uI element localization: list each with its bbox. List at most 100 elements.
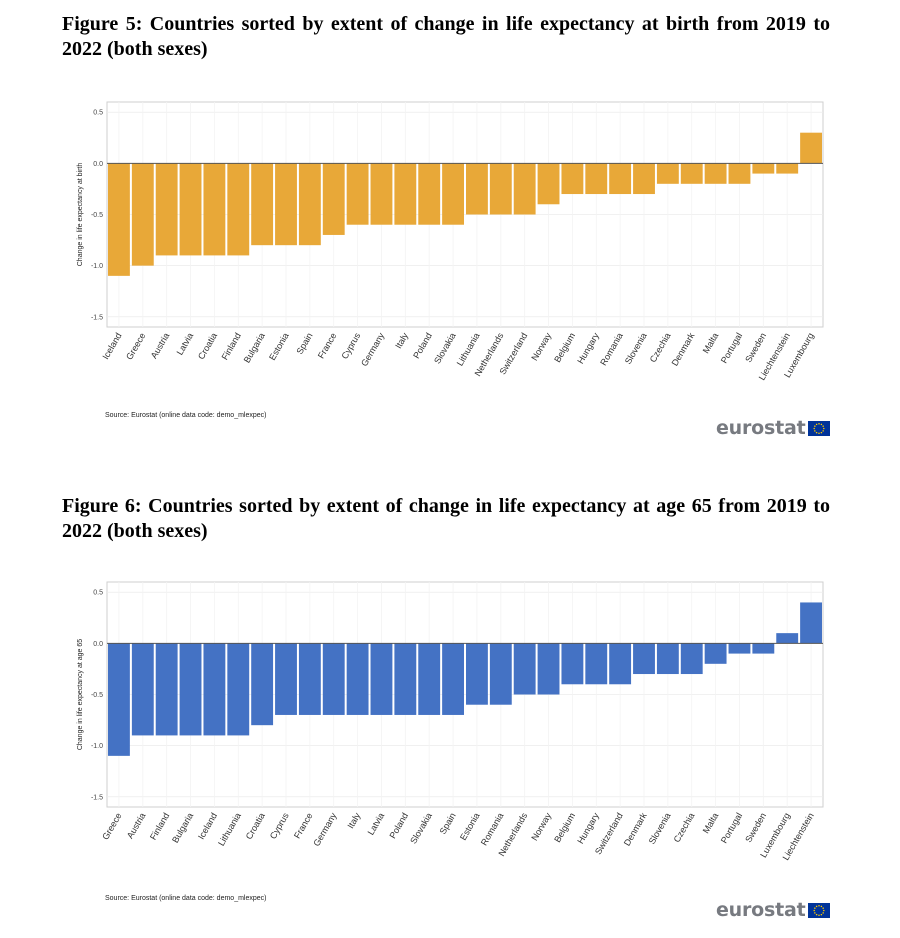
x-tick-label: Hungary (575, 811, 601, 846)
x-tick-label: Hungary (575, 331, 601, 366)
bar-slovakia (418, 643, 441, 715)
x-tick-label: Poland (411, 331, 434, 360)
x-tick-label: Slovenia (647, 811, 673, 846)
bar-norway (537, 643, 560, 695)
y-tick-label: 0.0 (93, 161, 103, 168)
figure-5-chart: 0.5 0.0 -0.5 -1.0 -1.5 Change in life expecta… (77, 101, 824, 382)
x-tick-label: Greece (124, 331, 147, 362)
x-tick-label: Norway (529, 811, 553, 843)
x-tick-label: Cyprus (339, 331, 362, 361)
bar-liechtenstein (800, 602, 822, 644)
x-tick-label: Slovenia (623, 331, 649, 366)
bar-netherlands (513, 643, 536, 695)
bar-estonia (275, 163, 297, 246)
y-tick-label: -0.5 (91, 692, 103, 699)
x-tick-label: Sweden (743, 811, 768, 844)
bar-lithuania (466, 163, 488, 215)
x-tick-label: Czechia (672, 811, 697, 844)
bar-belgium (561, 163, 584, 195)
bar-croatia (203, 163, 226, 256)
x-tick-label: Latvia (175, 331, 196, 357)
x-tick-label: Norway (529, 331, 553, 363)
bar-italy (394, 163, 417, 225)
x-tick-label: Denmark (670, 331, 697, 368)
x-tick-label: Greece (100, 811, 123, 842)
x-tick-label: Belgium (552, 331, 577, 364)
x-tick-label: Portugal (719, 811, 744, 845)
figure-5-source: Source: Eurostat (online data code: demo… (105, 412, 267, 419)
y-tick-label: -0.5 (91, 212, 103, 219)
bar-malta (704, 643, 727, 664)
bar-iceland (203, 643, 226, 736)
x-tick-label: Slovakia (432, 331, 458, 365)
bar-germany (322, 643, 345, 715)
bar-denmark (633, 643, 655, 675)
bar-sweden (752, 643, 775, 654)
bar-greece (131, 163, 154, 266)
bar-cyprus (275, 643, 297, 715)
bar-poland (394, 643, 417, 715)
bar-bulgaria (251, 163, 274, 246)
figure-6-source: Source: Eurostat (online data code: demo… (105, 895, 267, 902)
y-tick-label: -1.0 (91, 263, 103, 270)
bar-netherlands (489, 163, 512, 215)
figure-6-eurostat-logo: eurostat (716, 899, 830, 921)
y-tick-label: -1.5 (91, 314, 103, 321)
bar-france (298, 643, 321, 715)
bar-iceland (108, 163, 130, 276)
bar-finland (155, 643, 178, 736)
x-tick-label: France (316, 331, 339, 360)
bar-austria (131, 643, 154, 736)
x-tick-label: Austria (125, 811, 148, 840)
y-tick-label: -1.5 (91, 794, 103, 801)
bar-spain (298, 163, 321, 246)
x-tick-label: Germany (311, 811, 338, 848)
bar-hungary (585, 643, 608, 685)
bar-poland (418, 163, 441, 225)
eurostat-logo-text: eurostat (716, 899, 806, 921)
x-tick-label: Lithuania (455, 331, 482, 368)
eu-flag-icon (807, 420, 830, 436)
x-tick-label: Croatia (196, 331, 219, 361)
figure-5-eurostat-logo: eurostat (716, 417, 830, 439)
x-tick-label: Iceland (196, 811, 219, 841)
eu-flag-icon (807, 902, 830, 918)
x-tick-label: Italy (345, 811, 362, 831)
bar-estonia (466, 643, 488, 705)
x-tick-label: Portugal (719, 331, 744, 365)
x-tick-label: Cyprus (268, 811, 291, 841)
bar-spain (442, 643, 464, 715)
y-tick-label: 0.0 (93, 641, 103, 648)
figure-6-title: Figure 6: Countries sorted by extent of … (62, 495, 830, 542)
bar-sweden (752, 163, 775, 174)
x-tick-label: Lithuania (216, 811, 243, 848)
bar-czechia (656, 163, 679, 184)
figure-6-chart: 0.5 0.0 -0.5 -1.0 -1.5 Change in life expecta… (77, 581, 824, 862)
x-tick-label: Iceland (100, 331, 123, 361)
bar-latvia (370, 643, 393, 715)
x-tick-label: Finland (220, 331, 243, 362)
y-tick-label: 0.5 (93, 590, 103, 597)
bar-belgium (561, 643, 584, 685)
x-tick-label: Czechia (648, 331, 673, 364)
bar-czechia (680, 643, 703, 675)
x-tick-label: Austria (149, 331, 172, 360)
eurostat-logo-text: eurostat (716, 417, 806, 439)
bar-portugal (728, 643, 751, 654)
x-tick-label: Germany (359, 331, 386, 368)
bar-lithuania (227, 643, 250, 736)
x-tick-label: Spain (294, 331, 314, 356)
bar-france (322, 163, 345, 235)
bar-luxembourg (776, 633, 799, 644)
x-tick-label: Denmark (622, 811, 649, 848)
y-tick-label: 0.5 (93, 110, 103, 117)
bar-denmark (680, 163, 703, 184)
x-tick-label: Croatia (244, 811, 267, 841)
y-axis-label: Change in life expectancy at birth (77, 163, 84, 267)
x-tick-label: Malta (701, 331, 721, 355)
bar-romania (489, 643, 512, 705)
bar-slovenia (656, 643, 679, 675)
x-tick-label: Poland (387, 811, 410, 840)
x-tick-label: Romania (598, 331, 625, 367)
bar-italy (346, 643, 369, 715)
